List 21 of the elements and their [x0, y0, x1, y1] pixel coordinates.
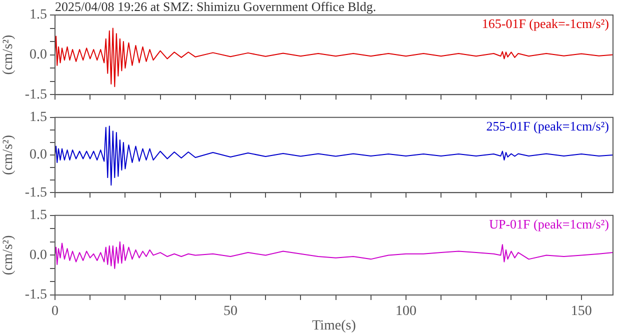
y-tick-label: 0.0 [30, 47, 47, 62]
y-tick-label: 0.0 [30, 148, 47, 163]
y-tick-label: -1.5 [24, 288, 47, 303]
x-tick-label: 100 [395, 304, 416, 320]
x-tick-label: 0 [52, 304, 58, 320]
series-label: 255-01F (peak=1cm/s²) [486, 118, 609, 134]
series-label: 165-01F (peak=-1cm/s²) [482, 16, 609, 31]
y-axis-title: (cm/s²) [1, 134, 16, 175]
y-axis-title: (cm/s²) [1, 34, 16, 75]
chart-title: 2025/04/08 19:26 at SMZ: Shimizu Government Office Bldg. [55, 0, 376, 14]
y-tick-label: 1.5 [30, 110, 47, 126]
y-tick-label: -1.5 [24, 87, 47, 102]
y-axis-title: (cm/s²) [1, 234, 16, 276]
y-tick-label: 1.5 [30, 8, 47, 23]
x-tick-label: 150 [570, 304, 592, 320]
x-tick-label: 50 [223, 304, 238, 320]
series-label: UP-01F (peak=1cm/s²) [489, 216, 609, 232]
x-axis-title: Time(s) [312, 318, 356, 334]
y-tick-label: -1.5 [24, 185, 47, 200]
y-tick-label: 1.5 [30, 208, 47, 224]
y-tick-label: 0.0 [30, 248, 47, 263]
